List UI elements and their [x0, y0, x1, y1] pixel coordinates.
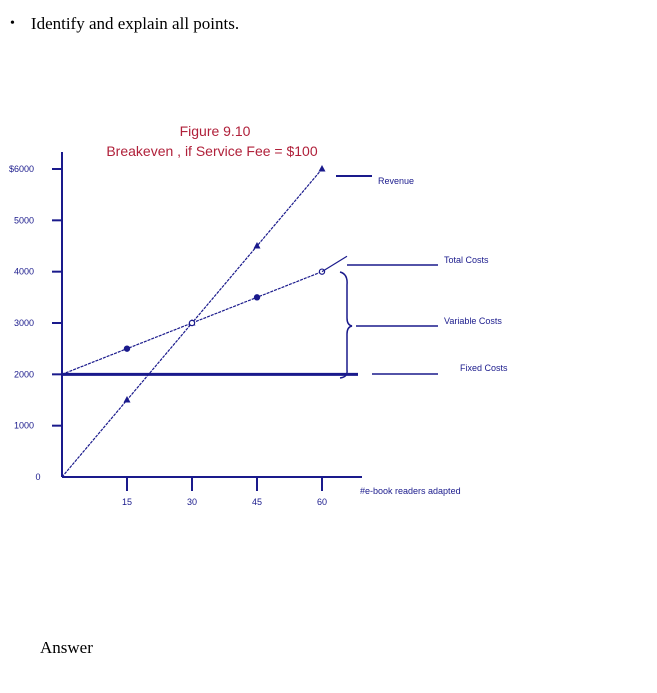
revenue-point-3 [253, 242, 261, 249]
x-tick-label-60: 60 [317, 497, 327, 507]
chart-subtitle: Breakeven , if Service Fee = $100 [106, 143, 317, 159]
answer-label: Answer [40, 638, 93, 657]
fixed-costs-label: Fixed Costs [460, 363, 508, 373]
total-cost-point-3 [253, 294, 261, 301]
total-cost-point-1 [123, 345, 131, 352]
x-tick-label-15: 15 [122, 497, 132, 507]
question-text: Identify and explain all points. [30, 14, 240, 33]
x-tick-label-45: 45 [252, 497, 262, 507]
revenue-label: Revenue [378, 176, 414, 186]
x-tick-label-30: 30 [187, 497, 197, 507]
y-tick-label-6000: $6000 [9, 164, 34, 174]
series-line-1 [61, 271, 323, 375]
variable-costs-label: Variable Costs [444, 316, 502, 326]
revenue-point-1 [123, 396, 131, 403]
y-tick-label-2000: 2000 [14, 369, 34, 379]
y-tick-label-1000: 1000 [14, 421, 34, 431]
chart-title: Figure 9.10 [180, 123, 251, 139]
bullet-icon: • [10, 16, 15, 31]
y-tick-label-3000: 3000 [14, 318, 34, 328]
series-layer [61, 165, 358, 478]
y-tick-label-5000: 5000 [14, 215, 34, 225]
annotation-layer: Revenue Total Costs Variable Costs Fixed Co… [336, 175, 508, 379]
x-axis-label: #e-book readers adapted [360, 486, 461, 496]
revenue-point-4 [318, 165, 326, 172]
question-line: • Identify and explain all points. [10, 14, 239, 34]
total-cost-point-2 [188, 319, 196, 327]
axes: 0 1000 2000 3000 4000 5000 $6000 15 30 45 60 #e-boo… [9, 152, 461, 507]
variable-costs-bracket [339, 271, 353, 379]
total-costs-label: Total Costs [444, 255, 489, 265]
y-tick-label-4000: 4000 [14, 267, 34, 277]
total-cost-extension [321, 255, 348, 273]
y-tick-label-0: 0 [35, 472, 40, 482]
